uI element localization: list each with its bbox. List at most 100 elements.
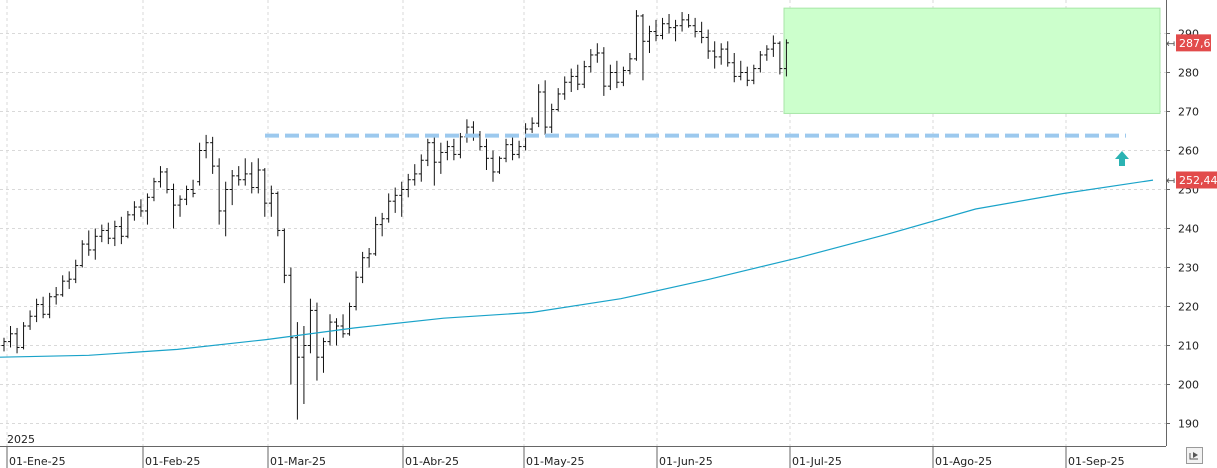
scroll-right-icon <box>1189 452 1198 460</box>
ohlc-bar <box>131 201 137 221</box>
ohlc-bar <box>770 35 776 57</box>
ohlc-bar <box>614 60 620 89</box>
breakout-up-arrow-icon <box>1115 151 1129 166</box>
x-axis-ticks: 01-Ene-25 01-Feb-25 01-Mar-25 01-Abr-25 01-M… <box>6 446 1125 468</box>
ohlc-bar <box>640 14 646 81</box>
ohlc-bar <box>457 132 463 159</box>
ohlc-bar <box>301 326 307 404</box>
ohlc-bar <box>783 39 789 77</box>
ohlc-bar <box>40 296 46 319</box>
ohlc-bar <box>47 292 53 319</box>
ohlc-bar <box>86 230 92 256</box>
ohlc-bar <box>197 142 203 186</box>
ohlc-bar <box>340 314 346 338</box>
ohlc-bar <box>555 88 561 112</box>
ohlc-bar <box>542 80 548 135</box>
ohlc-bar <box>731 53 737 83</box>
ohlc-bar <box>399 181 405 217</box>
y-tick-label: 280 <box>1178 67 1199 80</box>
ohlc-bar <box>483 138 489 170</box>
ohlc-bar <box>294 322 300 420</box>
ohlc-bar <box>392 187 398 213</box>
ohlc-bar <box>66 271 72 289</box>
ohlc-bar <box>157 166 163 188</box>
ohlc-bar <box>673 19 679 42</box>
ohlc-bar <box>1 337 7 352</box>
ohlc-bar <box>223 181 229 237</box>
ohlc-bar <box>190 179 196 198</box>
ohlc-bar <box>386 193 392 223</box>
ohlc-bar <box>379 212 385 237</box>
ohlc-bar <box>431 136 437 186</box>
ohlc-bar <box>438 142 444 174</box>
ohlc-bar <box>627 53 633 75</box>
ohlc-bar <box>8 326 14 348</box>
ohlc-bar <box>164 168 170 194</box>
ohlc-bar <box>405 173 411 198</box>
ohlc-bar <box>699 21 705 44</box>
x-tick-label: 01-Sep-25 <box>1068 455 1125 468</box>
ohlc-bar <box>536 84 542 128</box>
ohlc-bar <box>451 138 457 161</box>
ohlc-bar <box>653 19 659 42</box>
ohlc-bar <box>718 43 724 65</box>
ohlc-bar <box>679 12 685 32</box>
ohlc-bar <box>216 158 222 225</box>
scroll-right-button[interactable] <box>1186 447 1203 464</box>
y-tick-label: 240 <box>1178 223 1199 236</box>
ohlc-bar <box>184 185 190 206</box>
ohlc-bar <box>118 216 124 245</box>
ohlc-bar <box>249 162 255 194</box>
ohlc-bar <box>751 64 757 85</box>
ohlc-bar <box>60 275 66 297</box>
moving-average-line <box>0 179 1154 358</box>
ohlc-bar <box>549 103 555 133</box>
ohlc-bar <box>503 138 509 163</box>
ohlc-bar <box>14 327 20 354</box>
ohlc-bar <box>144 193 150 225</box>
ohlc-bar <box>620 66 626 87</box>
consolidation-zone <box>783 7 1161 114</box>
ohlc-bar <box>490 150 496 182</box>
ohlc-bar <box>334 318 340 346</box>
ohlc-bar <box>177 195 183 217</box>
x-tick-label: 01-Mar-25 <box>270 455 326 468</box>
y-tick-label: 210 <box>1178 340 1199 353</box>
ohlc-bar <box>686 14 692 28</box>
ohlc-bar <box>607 64 613 91</box>
ohlc-bar <box>705 29 711 59</box>
ohlc-bar <box>236 166 242 186</box>
x-tick-label: 01-Ene-25 <box>9 455 66 468</box>
ohlc-bar <box>529 117 535 133</box>
ohlc-bars <box>1 10 789 420</box>
ohlc-bar <box>568 68 574 92</box>
ohlc-bar <box>281 228 287 284</box>
x-tick-label: 01-Feb-25 <box>145 455 200 468</box>
ohlc-bar <box>412 164 418 186</box>
ohlc-bar <box>320 337 326 373</box>
y-tick-label: 260 <box>1178 145 1199 158</box>
x-tick-label: 01-May-25 <box>526 455 584 468</box>
ohlc-bar <box>360 251 366 284</box>
ohlc-bar <box>288 267 294 385</box>
ohlc-bar <box>171 183 177 229</box>
y-tick-label: 200 <box>1178 379 1199 392</box>
ohlc-bar <box>425 138 431 167</box>
ohlc-bar <box>575 64 581 91</box>
ohlc-bar <box>327 314 333 346</box>
ohlc-bar <box>712 41 718 69</box>
ohlc-bar <box>660 17 666 40</box>
last-price-pointer-icon: ↤ <box>1166 37 1175 50</box>
grid-lines <box>0 0 1166 446</box>
ohlc-bar <box>757 51 763 73</box>
ohlc-bar <box>510 136 516 161</box>
ohlc-bar <box>444 140 450 161</box>
ohlc-bar <box>764 45 770 61</box>
ohlc-bar <box>314 302 320 381</box>
ohlc-bar <box>242 158 248 186</box>
ohlc-bar <box>594 43 600 63</box>
ohlc-bar <box>353 271 359 311</box>
y-tick-label: 220 <box>1178 301 1199 314</box>
